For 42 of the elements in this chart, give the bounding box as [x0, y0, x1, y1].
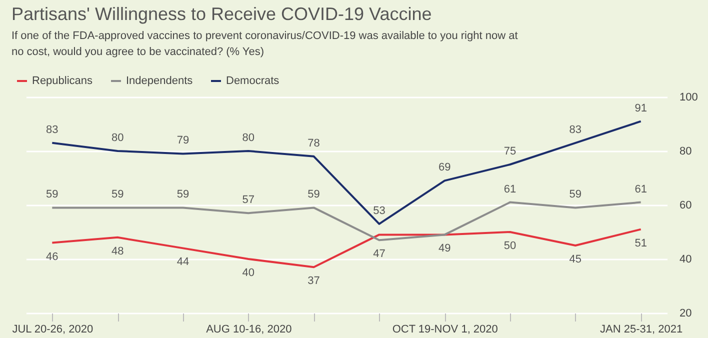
- data-label: 59: [308, 188, 320, 201]
- legend-label: Republicans: [32, 75, 94, 87]
- data-label: 83: [46, 124, 58, 136]
- data-label: 50: [504, 240, 516, 252]
- x-tick-label: JUL 20-26, 2020: [12, 324, 94, 336]
- legend-label: Democrats: [226, 75, 280, 87]
- x-tick-label: JAN 25-31, 2021: [600, 324, 683, 336]
- y-tick-label: 40: [680, 254, 692, 266]
- data-label: 79: [176, 134, 190, 147]
- x-tick-label: AUG 10-16, 2020: [206, 324, 292, 336]
- data-label: 53: [373, 204, 386, 217]
- data-label: 91: [634, 102, 647, 114]
- chart-title: Partisans' Willingness to Receive COVID-19 Vaccine: [11, 4, 432, 24]
- legend-label: Independents: [126, 75, 194, 87]
- y-tick-label: 60: [680, 200, 692, 212]
- data-label: 48: [111, 245, 124, 258]
- data-label: 59: [46, 188, 58, 201]
- data-label: 40: [242, 267, 255, 279]
- data-label: 47: [373, 248, 386, 260]
- data-label: 61: [504, 183, 516, 196]
- data-label: 69: [438, 162, 451, 174]
- data-label: 80: [111, 132, 124, 144]
- data-label: 45: [569, 254, 582, 266]
- data-label: 59: [111, 188, 124, 201]
- y-tick-label: 80: [680, 146, 692, 158]
- data-label: 83: [569, 124, 582, 136]
- data-label: 49: [438, 242, 451, 255]
- data-label: 80: [242, 132, 255, 144]
- data-label: 44: [176, 256, 190, 268]
- chart-subtitle: If one of the FDA-approved vaccines to prevent coronavirus/COVID-19 was available to you right now at no cost, would you agree to be vaccinated? (% Yes): [11, 30, 518, 58]
- data-label: 61: [634, 183, 647, 196]
- data-label: 78: [308, 137, 320, 150]
- data-label: 59: [176, 188, 190, 201]
- y-tick-label: 20: [680, 308, 692, 320]
- data-label: 51: [634, 237, 647, 250]
- data-label: 59: [569, 188, 582, 201]
- data-label: 46: [46, 250, 58, 263]
- data-label: 37: [308, 275, 320, 288]
- y-tick-label: 100: [680, 92, 698, 104]
- x-tick-label: OCT 19-NOV 1, 2020: [392, 324, 498, 336]
- data-label: 75: [504, 146, 516, 158]
- data-label: 57: [242, 194, 255, 206]
